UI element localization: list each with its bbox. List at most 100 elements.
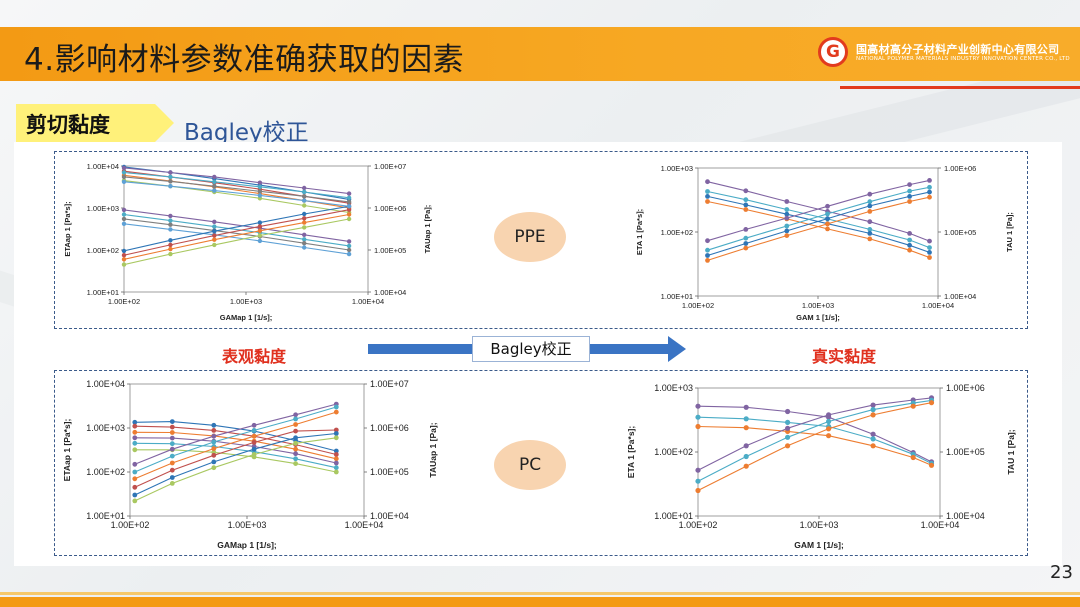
y-tick-label: 1.00E+02 — [86, 467, 125, 477]
data-point — [212, 242, 217, 248]
y-tick-label: 1.00E+01 — [87, 288, 119, 297]
data-point — [132, 447, 138, 453]
y-tick-label: 1.00E+04 — [87, 162, 119, 171]
data-point — [132, 469, 138, 475]
y2-tick-label: 1.00E+04 — [374, 288, 406, 297]
data-point — [168, 246, 173, 252]
page-number: 23 — [1050, 562, 1073, 583]
y-tick-label: 1.00E+03 — [654, 383, 693, 393]
data-point — [825, 226, 830, 232]
data-point — [333, 409, 339, 415]
footer-bar — [0, 597, 1080, 607]
x-tick-label: 1.00E+04 — [345, 520, 384, 530]
section-tag-label: 剪切黏度 — [26, 113, 110, 137]
y-tick-label: 1.00E+02 — [661, 228, 693, 237]
ppe-label-oval: PPE — [494, 212, 566, 262]
data-point — [132, 429, 138, 435]
series-line-12 — [123, 218, 350, 266]
data-point — [293, 422, 298, 427]
header-accent-line — [840, 86, 1080, 89]
data-point — [121, 179, 127, 184]
data-point — [293, 412, 298, 418]
data-point — [168, 222, 173, 227]
data-point — [121, 207, 127, 213]
apparent-viscosity-label: 表观黏度 — [222, 347, 287, 366]
x-tick-label: 1.00E+03 — [228, 520, 267, 530]
series-line-8 — [134, 406, 337, 473]
data-point — [302, 216, 307, 221]
series-line-7 — [134, 403, 337, 465]
data-point — [870, 431, 876, 437]
data-point — [784, 211, 790, 217]
x-axis-label: GAMap 1 [1/s]; — [217, 540, 277, 550]
data-point — [302, 185, 307, 191]
data-point — [168, 174, 173, 180]
data-point — [132, 440, 138, 446]
data-point — [169, 467, 175, 473]
x-tick-label: 1.00E+04 — [352, 297, 384, 306]
arrow-right-icon — [668, 336, 686, 362]
data-point — [743, 416, 749, 422]
data-point — [346, 195, 352, 200]
series-line-8 — [707, 196, 930, 261]
data-point — [168, 238, 173, 243]
data-point — [785, 425, 791, 431]
data-point — [695, 414, 701, 420]
data-point — [826, 418, 832, 425]
data-point — [743, 443, 749, 449]
data-point — [251, 446, 257, 452]
y2-axis-label: TAU 1 [Pa]; — [1006, 429, 1016, 474]
data-point — [870, 436, 876, 442]
data-point — [257, 220, 263, 225]
data-point — [825, 203, 830, 209]
data-point — [346, 207, 352, 212]
data-point — [784, 228, 790, 234]
data-point — [211, 433, 217, 439]
data-point — [346, 204, 352, 209]
data-point — [302, 220, 307, 225]
data-point — [169, 441, 175, 447]
data-point — [257, 224, 263, 229]
y-tick-label: 1.00E+03 — [86, 423, 125, 433]
series-line-13 — [123, 167, 350, 195]
data-point — [132, 484, 138, 490]
series-line-7 — [123, 218, 350, 251]
data-point — [784, 199, 790, 204]
series-line-5 — [123, 209, 350, 242]
x-tick-label: 1.00E+02 — [682, 301, 714, 310]
series-line-1 — [707, 181, 930, 242]
pc-apparent-viscosity-chart: 1.00E+011.00E+021.00E+031.00E+041.00E+04… — [62, 379, 438, 550]
data-point — [212, 233, 217, 238]
data-point — [168, 242, 173, 248]
data-point — [212, 229, 217, 234]
y-tick-label: 1.00E+01 — [654, 511, 693, 521]
data-point — [927, 184, 932, 190]
series-line-6 — [123, 213, 350, 247]
data-point — [333, 448, 339, 454]
y-tick-label: 1.00E+02 — [87, 246, 119, 255]
data-point — [211, 459, 217, 465]
data-point — [743, 188, 749, 194]
data-point — [169, 419, 175, 424]
data-point — [346, 243, 352, 249]
data-point — [121, 170, 127, 175]
data-point — [121, 212, 127, 217]
data-point — [121, 257, 127, 262]
x-tick-label: 1.00E+04 — [921, 520, 960, 530]
data-point — [169, 424, 175, 430]
data-point — [257, 184, 263, 189]
y2-tick-label: 1.00E+06 — [370, 423, 409, 433]
x-tick-label: 1.00E+03 — [800, 520, 839, 530]
y-axis-label: ETA 1 [Pa*s]; — [626, 426, 636, 479]
data-point — [302, 237, 307, 242]
bagley-correction-label: Bagley校正 — [472, 336, 590, 362]
data-point — [211, 428, 217, 433]
data-point — [743, 453, 749, 460]
data-point — [132, 498, 138, 504]
x-tick-label: 1.00E+02 — [679, 520, 718, 530]
series-line-14 — [123, 171, 350, 199]
data-point — [867, 231, 873, 236]
data-point — [333, 469, 339, 475]
data-point — [293, 451, 298, 457]
data-point — [211, 452, 217, 458]
